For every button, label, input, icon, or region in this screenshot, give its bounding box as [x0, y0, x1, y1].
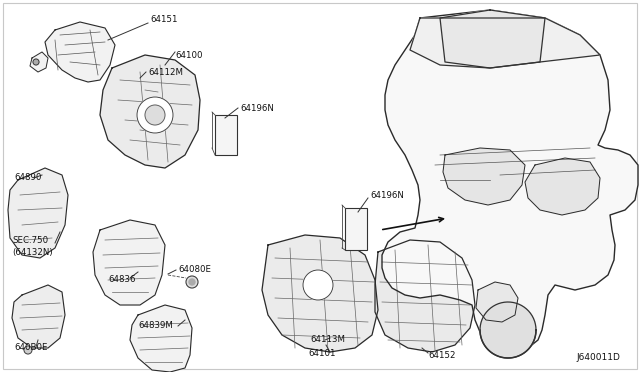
Polygon shape: [443, 148, 525, 205]
Circle shape: [303, 270, 333, 300]
Text: 64890: 64890: [14, 173, 42, 182]
Text: 64839M: 64839M: [138, 321, 173, 330]
Polygon shape: [45, 22, 115, 82]
Text: 64101: 64101: [308, 349, 335, 357]
Polygon shape: [375, 240, 475, 352]
Polygon shape: [525, 158, 600, 215]
Text: 64113M: 64113M: [310, 336, 345, 344]
Text: 64112M: 64112M: [148, 67, 183, 77]
Text: 64836: 64836: [108, 276, 136, 285]
Polygon shape: [12, 285, 65, 348]
Text: 64151: 64151: [150, 15, 177, 23]
Polygon shape: [382, 10, 638, 350]
Circle shape: [186, 276, 198, 288]
Text: J640011D: J640011D: [576, 353, 620, 362]
Circle shape: [137, 97, 173, 133]
Bar: [215, 115, 237, 155]
Text: (64132N): (64132N): [12, 247, 52, 257]
Text: 640B0E: 640B0E: [14, 343, 47, 353]
Polygon shape: [8, 168, 68, 258]
Circle shape: [33, 59, 39, 65]
Circle shape: [145, 105, 165, 125]
Text: 64196N: 64196N: [240, 103, 274, 112]
Text: 64196N: 64196N: [370, 190, 404, 199]
Text: 64100: 64100: [175, 51, 202, 60]
Text: 64152: 64152: [428, 350, 456, 359]
Polygon shape: [440, 10, 545, 68]
Polygon shape: [262, 235, 378, 352]
Polygon shape: [410, 18, 600, 68]
Polygon shape: [93, 220, 165, 305]
Polygon shape: [130, 305, 192, 372]
Text: 64080E: 64080E: [178, 266, 211, 275]
Circle shape: [24, 346, 32, 354]
Polygon shape: [480, 302, 536, 358]
Polygon shape: [100, 55, 200, 168]
Circle shape: [189, 279, 195, 285]
Polygon shape: [30, 52, 48, 72]
Bar: [345, 208, 367, 250]
Text: SEC.750: SEC.750: [12, 235, 48, 244]
Polygon shape: [476, 282, 518, 322]
